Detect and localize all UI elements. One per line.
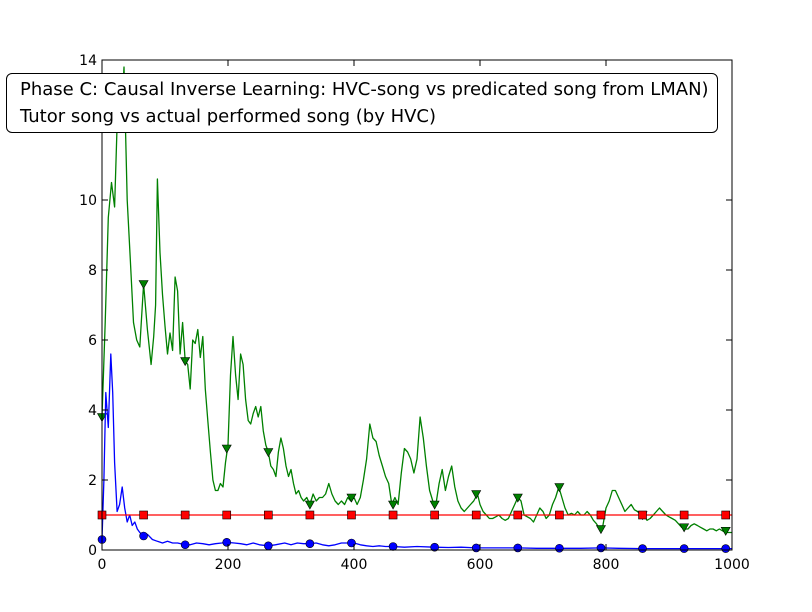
x-tick-label-3: 400 — [341, 557, 368, 573]
series-3-marker-14 — [638, 510, 647, 520]
series-2-marker-2 — [139, 531, 148, 541]
x-tick-label-5: 800 — [593, 557, 620, 573]
series-2-marker-4 — [222, 537, 232, 547]
series-1-marker-2 — [138, 280, 149, 290]
series-1-marker-15 — [679, 523, 690, 533]
series-3-marker-8 — [388, 510, 398, 520]
series-2-marker-5 — [264, 541, 273, 551]
series-1-marker-3 — [180, 357, 191, 367]
series-2-marker-9 — [430, 542, 439, 552]
y-tick-label-3: 4 — [88, 403, 97, 419]
ticks-layer: 0 200 400 600 800 1000 0 2 4 6 8 10 14 — [79, 53, 750, 573]
series-1-marker-12 — [554, 483, 565, 493]
series-1-marker-11 — [512, 493, 523, 503]
legend: Phase C: Causal Inverse Learning: HVC-so… — [6, 73, 718, 133]
legend-entry-1: Phase C: Causal Inverse Learning: HVC-so… — [20, 79, 709, 100]
series-3-marker-3 — [180, 510, 190, 520]
plot-frame — [101, 59, 733, 551]
series-3-marker-11 — [513, 510, 523, 520]
x-tick-label-4: 600 — [467, 557, 494, 573]
series-2-marker-6 — [305, 539, 315, 549]
series-2-marker-15 — [679, 544, 689, 553]
series-1-marker-6 — [304, 500, 315, 510]
y-tick-label-2: 2 — [88, 473, 97, 489]
y-tick-label-5: 8 — [88, 263, 97, 279]
series-3-marker-9 — [430, 510, 439, 520]
series-2-marker-11 — [513, 543, 523, 553]
series-3-marker-10 — [471, 510, 481, 520]
series-1-marker-9 — [429, 500, 440, 510]
x-tick-label-1: 0 — [98, 557, 107, 573]
y-tick-label-6: 10 — [79, 193, 97, 209]
series-1-marker-5 — [263, 448, 274, 458]
y-tick-label-1: 0 — [88, 543, 97, 559]
series-3-marker-12 — [555, 510, 564, 520]
series-3-marker-6 — [305, 510, 315, 520]
series-1-marker-16 — [720, 526, 731, 536]
x-tick-label-2: 200 — [215, 557, 242, 573]
x-tick-label-6: 1000 — [714, 557, 750, 573]
series-3-marker-15 — [679, 510, 689, 520]
series-3-marker-13 — [596, 510, 606, 520]
series-2-marker-8 — [388, 542, 398, 551]
series-1-marker-8 — [388, 500, 399, 510]
series-3-marker-5 — [264, 510, 273, 520]
series-3-marker-4 — [222, 510, 232, 520]
series-2-marker-12 — [555, 543, 564, 553]
series-2-marker-7 — [347, 538, 356, 548]
series-2-marker-14 — [638, 544, 647, 553]
series-2-marker-16 — [721, 544, 731, 553]
series-3-marker-16 — [721, 510, 731, 520]
y-tick-label-4: 6 — [88, 333, 97, 349]
series-2-marker-13 — [596, 543, 606, 553]
series-3-marker-2 — [139, 510, 148, 520]
series-1-marker-7 — [346, 493, 357, 503]
y-tick-label-7: 14 — [79, 53, 97, 69]
series-2-marker-10 — [471, 543, 481, 553]
series-1-marker-4 — [221, 444, 232, 454]
series-1-marker-13 — [595, 525, 606, 535]
legend-entry-2: Tutor song vs actual performed song (by … — [20, 106, 437, 127]
series-1-line — [101, 66, 732, 534]
series-1-marker-10 — [471, 490, 482, 500]
series-layer — [96, 66, 732, 553]
series-3-marker-7 — [347, 510, 356, 520]
series-2-marker-3 — [180, 540, 190, 550]
